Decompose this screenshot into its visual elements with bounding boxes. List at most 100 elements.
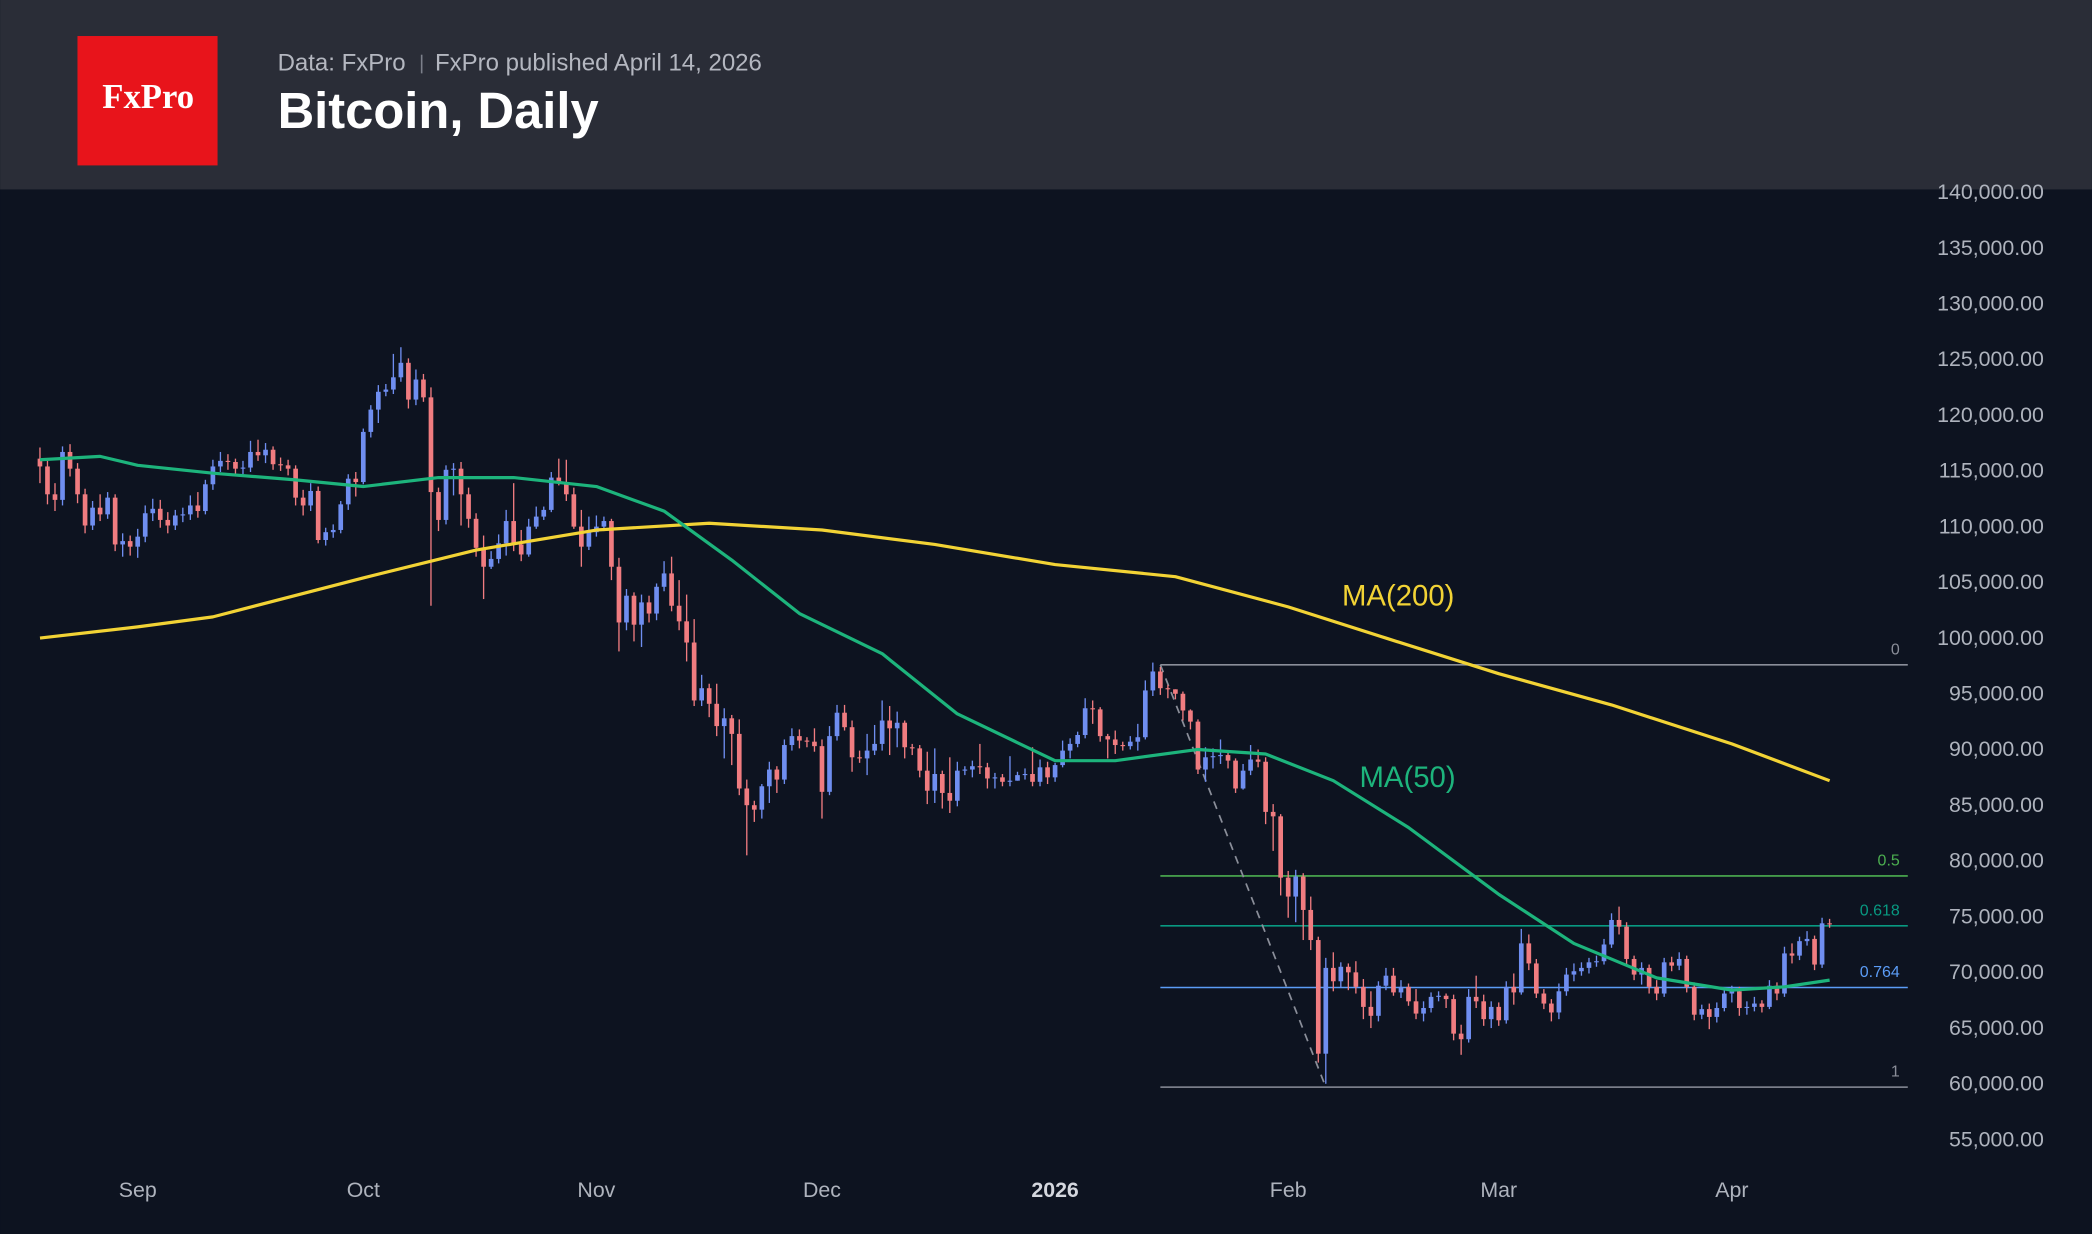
candle-body bbox=[1511, 986, 1517, 993]
ma-line bbox=[39, 454, 1830, 992]
candle-body bbox=[842, 712, 847, 728]
candle-body bbox=[1263, 761, 1268, 812]
candle-body bbox=[1428, 996, 1434, 1009]
candle-body bbox=[1616, 919, 1622, 927]
candle-body bbox=[1564, 974, 1569, 992]
candle-body bbox=[203, 484, 208, 512]
candle-body bbox=[300, 497, 306, 506]
candle-body bbox=[180, 514, 186, 516]
candle-body bbox=[443, 469, 449, 520]
candle-body bbox=[955, 770, 960, 801]
candle-body bbox=[992, 777, 998, 779]
candle-body bbox=[736, 733, 742, 789]
candle-body bbox=[1203, 757, 1208, 770]
candle-body bbox=[1721, 993, 1727, 1009]
x-tick-label: Apr bbox=[1715, 1178, 1748, 1202]
candle-body bbox=[1000, 777, 1005, 782]
candle-body bbox=[616, 566, 622, 623]
candle-body bbox=[1323, 967, 1329, 1054]
x-tick-label: Sep bbox=[119, 1178, 157, 1202]
candle-body bbox=[278, 464, 283, 466]
candle-body bbox=[1105, 736, 1111, 740]
candle-body bbox=[1571, 971, 1577, 975]
candle-body bbox=[518, 544, 524, 555]
candle-body bbox=[263, 449, 268, 456]
candle-body bbox=[1315, 940, 1321, 1054]
candle-body bbox=[1601, 944, 1607, 962]
candle-body bbox=[428, 397, 434, 493]
candle-body bbox=[1526, 943, 1532, 964]
candle-body bbox=[985, 767, 990, 779]
candle-body bbox=[1210, 756, 1216, 758]
y-tick-label: 115,000.00 bbox=[1939, 459, 2044, 483]
candle-body bbox=[285, 465, 291, 469]
candle-body bbox=[1248, 759, 1253, 771]
candle-body bbox=[609, 521, 614, 567]
candle-body bbox=[1797, 941, 1802, 956]
candle-body bbox=[1699, 1009, 1705, 1015]
logo-box bbox=[77, 36, 218, 166]
candle-body bbox=[669, 573, 674, 606]
candle-body bbox=[105, 497, 110, 515]
y-tick-label: 110,000.00 bbox=[1939, 514, 2044, 538]
candle-body bbox=[1120, 745, 1126, 747]
candle-body bbox=[233, 461, 238, 469]
candle-body bbox=[1158, 671, 1163, 689]
candle-body bbox=[1097, 709, 1103, 737]
candle-body bbox=[1586, 962, 1592, 968]
candle-body bbox=[1045, 767, 1050, 778]
candle-body bbox=[864, 750, 870, 759]
header-bar bbox=[0, 0, 2092, 190]
candle-body bbox=[1473, 996, 1479, 1002]
candle-body bbox=[1233, 760, 1238, 789]
candle-body bbox=[248, 451, 253, 468]
candle-body bbox=[947, 792, 953, 801]
fib-label: 0 bbox=[1891, 641, 1900, 658]
candle-body bbox=[127, 541, 133, 547]
candle-body bbox=[827, 736, 832, 792]
candle-body bbox=[511, 521, 517, 545]
candle-body bbox=[1376, 985, 1381, 1016]
candle-body bbox=[195, 505, 201, 512]
candle-body bbox=[270, 449, 276, 465]
candle-body bbox=[1278, 816, 1284, 878]
y-tick-label: 95,000.00 bbox=[1949, 682, 2044, 706]
ma-line bbox=[39, 521, 1831, 783]
candle-body bbox=[1782, 953, 1787, 994]
y-tick-label: 140,000.00 bbox=[1937, 180, 2044, 204]
candle-body bbox=[879, 720, 885, 744]
candle-body bbox=[1774, 985, 1780, 994]
candle-body bbox=[308, 490, 313, 506]
candle-body bbox=[1684, 958, 1690, 987]
candle-body bbox=[624, 595, 629, 623]
candle-body bbox=[962, 769, 968, 771]
y-tick-label: 90,000.00 bbox=[1949, 737, 2044, 761]
ma-label: MA(50) bbox=[1359, 761, 1455, 794]
candle-body bbox=[52, 494, 58, 500]
candle-body bbox=[1007, 780, 1013, 782]
candle-body bbox=[1706, 1009, 1712, 1017]
candle-body bbox=[421, 379, 426, 398]
candle-body bbox=[1691, 986, 1697, 1015]
candle-body bbox=[1150, 671, 1156, 691]
candle-body bbox=[789, 736, 795, 746]
candle-body bbox=[541, 509, 547, 517]
candle-body bbox=[1518, 943, 1524, 993]
candle-body bbox=[1015, 775, 1020, 781]
candle-body bbox=[1579, 967, 1584, 972]
candle-body bbox=[924, 770, 930, 791]
candle-body bbox=[939, 774, 945, 793]
candle-body bbox=[1346, 966, 1351, 973]
candle-body bbox=[496, 543, 501, 559]
candle-body bbox=[503, 521, 509, 544]
candle-body bbox=[451, 468, 456, 470]
candle-body bbox=[360, 431, 366, 483]
candle-body bbox=[1330, 967, 1336, 982]
candle-body bbox=[488, 558, 494, 567]
candle-body bbox=[97, 507, 103, 515]
candle-body bbox=[563, 482, 569, 495]
candle-body bbox=[1759, 1003, 1765, 1007]
candle-body bbox=[1165, 688, 1171, 690]
logo-text: FxPro bbox=[102, 77, 194, 116]
